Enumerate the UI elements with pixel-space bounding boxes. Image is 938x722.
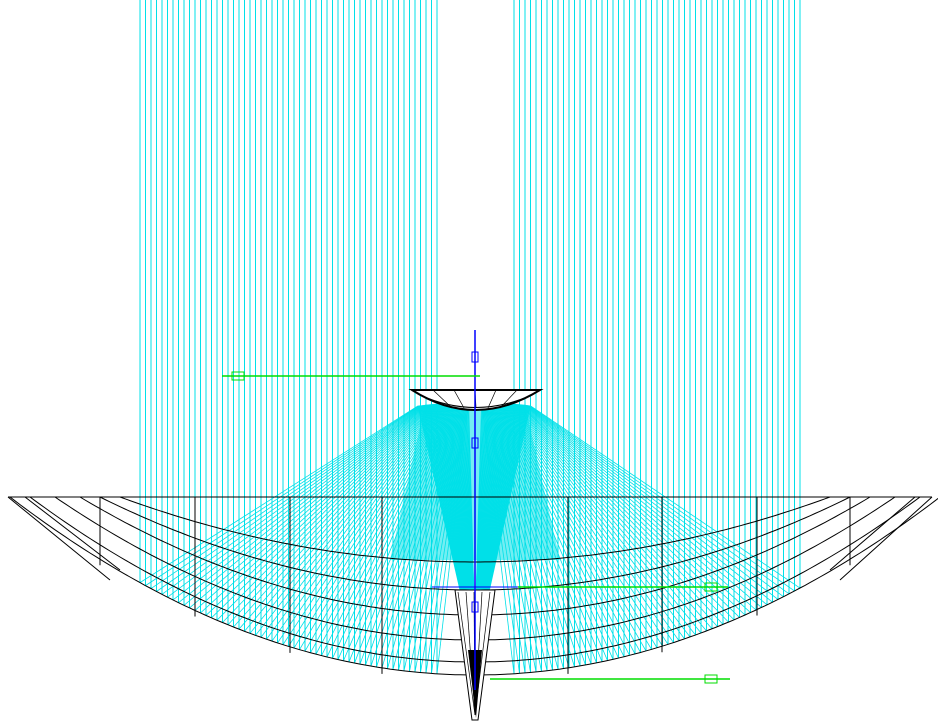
arrow-marker [231, 371, 245, 381]
reflected-ray [509, 403, 680, 641]
reflected-ray [526, 404, 779, 600]
reflected-ray [139, 405, 419, 583]
reflected-ray [519, 404, 740, 618]
arrow-marker [704, 582, 718, 592]
reflected-ray [511, 403, 691, 638]
reflected-ray [266, 403, 440, 640]
axis-marker [471, 601, 479, 613]
reflected-ray [520, 404, 746, 616]
detector-line [474, 591, 483, 716]
reflected-ray [517, 403, 729, 623]
detector-line [474, 591, 491, 716]
reflected-ray [515, 403, 718, 627]
reflected-ray [524, 404, 768, 606]
primary-edge [7, 496, 933, 581]
reflected-ray [216, 404, 432, 621]
reflected-ray [523, 404, 762, 608]
reflected-ray [167, 404, 423, 598]
reflected-ray [507, 403, 669, 645]
reflected-ray [510, 403, 685, 640]
detector-line [465, 591, 476, 716]
reflected-ray [521, 404, 751, 613]
reflected-ray [189, 404, 427, 609]
reflected-ray [512, 403, 696, 636]
reflected-ray [525, 404, 773, 603]
reflected-ray [211, 404, 431, 619]
reflected-ray [282, 403, 443, 645]
reflected-ray [271, 403, 441, 642]
secondary-grid [453, 389, 465, 409]
reflected-ray [514, 403, 707, 632]
axis-marker [471, 437, 479, 449]
reflected-ray [205, 404, 430, 616]
reflected-ray [255, 403, 438, 636]
axes [222, 330, 730, 690]
reflected-ray [514, 403, 713, 630]
reflected-ray [178, 404, 425, 603]
reflected-ray [528, 405, 790, 595]
axis-marker [471, 351, 479, 363]
secondary-grid [487, 389, 497, 409]
reflected-ray [145, 405, 420, 586]
arrow-marker [704, 674, 718, 684]
reflected-ray [513, 403, 702, 634]
reflected-ray [200, 404, 429, 614]
reflected-ray [518, 404, 735, 621]
reflected-ray [522, 404, 757, 611]
reflected-ray [161, 405, 423, 595]
reflected-ray [508, 403, 674, 643]
detector-line [457, 591, 476, 716]
reflected-ray [527, 404, 784, 597]
